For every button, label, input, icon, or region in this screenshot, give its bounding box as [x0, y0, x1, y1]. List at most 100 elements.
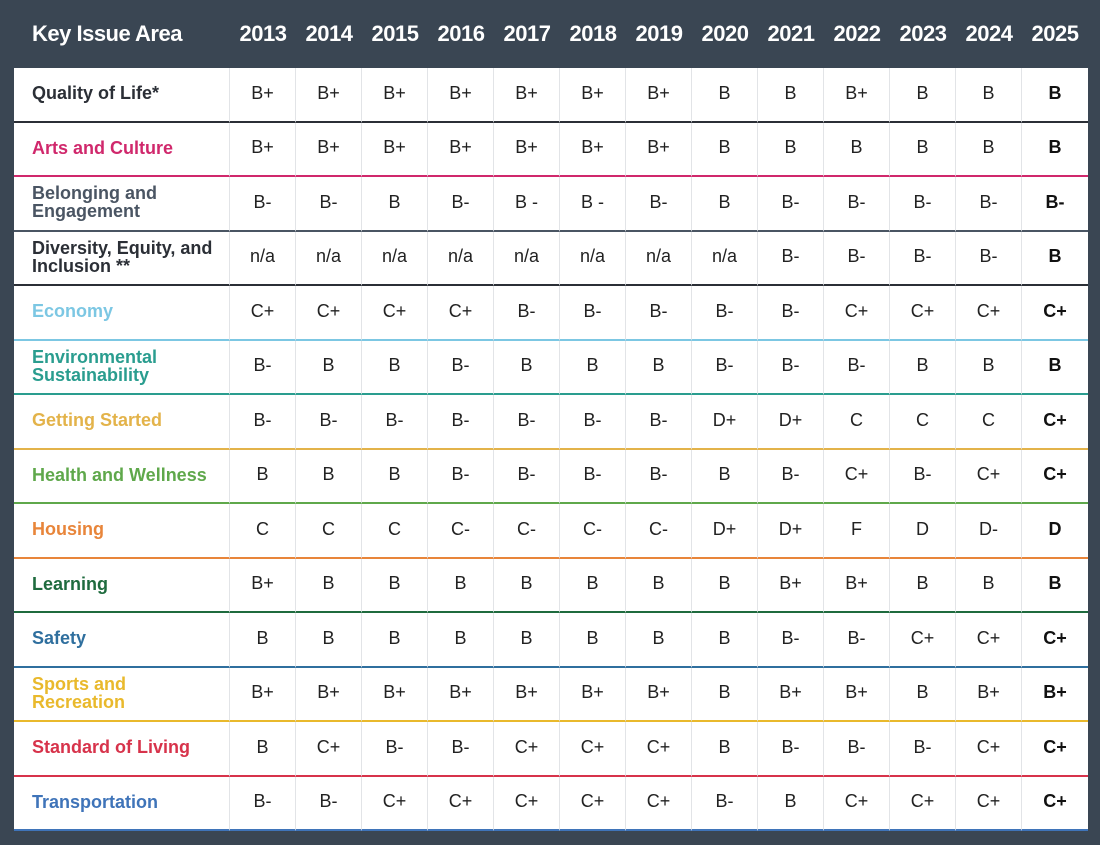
grade-cell: B-: [560, 286, 626, 341]
grade-cell: B-: [824, 613, 890, 668]
grade-cell: B+: [428, 68, 494, 123]
header-year: 2025: [1031, 21, 1079, 46]
grade-cell: C+: [956, 449, 1022, 504]
grade-cell: B+: [494, 667, 560, 722]
grade-cell: B: [956, 122, 1022, 177]
grade-cell: n/a: [560, 231, 626, 286]
grade-cell: B-: [758, 449, 824, 504]
issue-area-name: Learning: [14, 558, 230, 613]
grade-cell: B-: [428, 340, 494, 395]
grade-cell: B: [626, 340, 692, 395]
header-year: 2017: [503, 21, 551, 46]
grade-cell: B -: [494, 177, 560, 232]
grade-cell: B: [230, 613, 296, 668]
grade-cell: B: [692, 558, 758, 613]
grade-cell: B: [494, 558, 560, 613]
grade-cell: B: [692, 667, 758, 722]
grade-cell: n/a: [296, 231, 362, 286]
grade-cell: B: [1022, 122, 1088, 177]
grade-cell: B: [890, 340, 956, 395]
grade-cell: B-: [428, 395, 494, 450]
grade-cell: C: [956, 395, 1022, 450]
grade-cell: B-: [494, 449, 560, 504]
grade-cell: B: [824, 122, 890, 177]
grade-cell: D+: [692, 504, 758, 559]
grade-cell: B-: [296, 776, 362, 831]
issue-area-name: Quality of Life*: [14, 68, 230, 123]
grade-cell: C-: [560, 504, 626, 559]
grade-cell: B-: [890, 231, 956, 286]
grade-cell: B-: [890, 177, 956, 232]
grade-cell: B-: [890, 722, 956, 777]
grade-cell: B+: [428, 122, 494, 177]
grade-cell: C+: [626, 776, 692, 831]
grade-cell: B-: [758, 722, 824, 777]
grade-cell: B: [692, 722, 758, 777]
grade-cell: B+: [230, 558, 296, 613]
issue-area-name: Transportation: [14, 776, 230, 831]
grade-cell: B: [362, 340, 428, 395]
grade-cell: C: [296, 504, 362, 559]
grade-cell: C: [230, 504, 296, 559]
grade-cell: B: [296, 613, 362, 668]
grade-cell: C+: [824, 776, 890, 831]
header-year: 2022: [833, 21, 881, 46]
grade-cell: B-: [494, 395, 560, 450]
grade-cell: B: [362, 558, 428, 613]
grades-table: Key Issue Area 2013 2014 2015 2016 2017 2018 2…: [14, 0, 1089, 831]
grade-cell: B+: [956, 667, 1022, 722]
grade-cell: n/a: [626, 231, 692, 286]
grade-cell: B: [890, 667, 956, 722]
grade-cell: B-: [692, 776, 758, 831]
grade-cell: B+: [824, 667, 890, 722]
grade-cell: C+: [956, 722, 1022, 777]
grade-cell: B-: [296, 395, 362, 450]
grade-cell: B-: [890, 449, 956, 504]
grade-cell: C: [362, 504, 428, 559]
issue-area-name: Housing: [14, 504, 230, 559]
grade-cell: C+: [626, 722, 692, 777]
grade-cell: B+: [362, 122, 428, 177]
grade-cell: D+: [758, 504, 824, 559]
grade-cell: B+: [758, 558, 824, 613]
grade-cell: D+: [692, 395, 758, 450]
grade-cell: B-: [758, 231, 824, 286]
grade-cell: B: [758, 68, 824, 123]
grade-cell: B: [494, 613, 560, 668]
grade-cell: C: [824, 395, 890, 450]
grade-cell: B+: [824, 68, 890, 123]
grade-cell: B-: [692, 340, 758, 395]
grade-cell: C+: [560, 776, 626, 831]
grade-cell: C+: [296, 722, 362, 777]
grade-cell: B+: [362, 68, 428, 123]
grade-cell: B: [362, 613, 428, 668]
grade-cell: B-: [230, 340, 296, 395]
grade-cell: B+: [428, 667, 494, 722]
grade-cell: B-: [956, 177, 1022, 232]
grade-cell: B: [296, 558, 362, 613]
grade-cell: B: [890, 558, 956, 613]
grade-cell: B: [230, 722, 296, 777]
header-year: 2024: [965, 21, 1013, 46]
grade-cell: C+: [1022, 613, 1088, 668]
grade-cell: B: [560, 613, 626, 668]
grade-cell: B: [560, 340, 626, 395]
issue-area-name: Sports and Recreation: [14, 667, 230, 722]
grade-cell: B: [362, 449, 428, 504]
issue-area-name: Economy: [14, 286, 230, 341]
grade-cell: D: [890, 504, 956, 559]
grade-cell: B: [758, 122, 824, 177]
grade-cell: C-: [494, 504, 560, 559]
grade-cell: n/a: [494, 231, 560, 286]
issue-area-name: Belonging and Engagement: [14, 177, 230, 232]
grade-cell: B: [890, 68, 956, 123]
grade-cell: B: [560, 558, 626, 613]
grade-cell: B+: [1022, 667, 1088, 722]
grade-cell: B+: [560, 667, 626, 722]
grade-cell: B-: [560, 395, 626, 450]
grade-cell: B: [296, 449, 362, 504]
grade-cell: B: [692, 449, 758, 504]
grade-cell: B-: [428, 722, 494, 777]
grade-cell: B-: [362, 722, 428, 777]
grade-cell: B-: [824, 231, 890, 286]
